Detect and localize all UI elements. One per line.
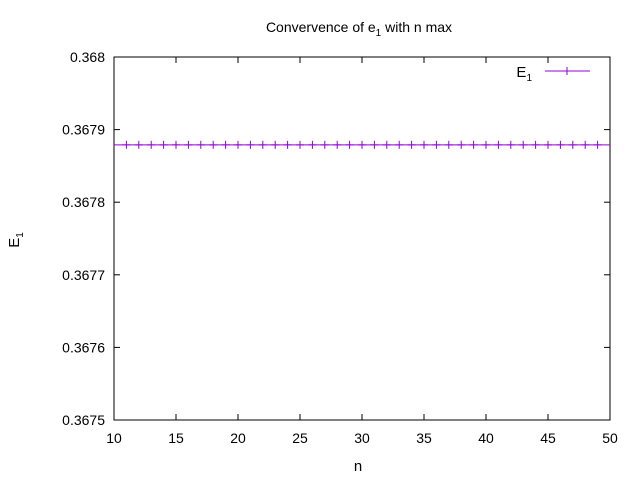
data-point bbox=[432, 140, 441, 149]
data-point bbox=[184, 140, 193, 149]
series-layer bbox=[114, 140, 610, 149]
data-point bbox=[296, 140, 304, 149]
data-point bbox=[246, 140, 255, 149]
data-point bbox=[382, 140, 391, 149]
y-tick-label: 0.3678 bbox=[62, 194, 105, 210]
y-axis-label: E1 bbox=[6, 232, 26, 248]
data-point bbox=[209, 140, 218, 149]
data-point bbox=[420, 140, 428, 149]
data-point bbox=[221, 140, 230, 149]
data-point bbox=[519, 140, 528, 149]
data-point bbox=[469, 140, 478, 149]
x-tick-label: 35 bbox=[416, 430, 432, 446]
data-point bbox=[358, 140, 366, 149]
y-tick-label: 0.368 bbox=[70, 49, 105, 65]
data-point bbox=[444, 140, 453, 149]
data-point bbox=[506, 140, 515, 149]
x-tick-label: 30 bbox=[354, 430, 370, 446]
data-point bbox=[593, 140, 602, 149]
data-point bbox=[345, 140, 354, 149]
y-tick-label: 0.3676 bbox=[62, 339, 105, 355]
data-point bbox=[258, 140, 267, 149]
y-tick-label: 0.3675 bbox=[62, 412, 105, 428]
y-axis-ticks: 0.3675 0.3676 0.3677 0.3678 0.3679 0.368 bbox=[62, 49, 610, 428]
x-tick-label: 40 bbox=[478, 430, 494, 446]
x-tick-label: 20 bbox=[230, 430, 246, 446]
data-point bbox=[271, 140, 280, 149]
plot-frame bbox=[113, 56, 611, 421]
legend-label: E1 bbox=[516, 64, 532, 84]
data-point bbox=[134, 140, 143, 149]
data-point bbox=[395, 140, 404, 149]
data-point bbox=[172, 140, 180, 149]
data-point bbox=[159, 140, 168, 149]
data-point bbox=[370, 140, 379, 149]
x-tick-label: 45 bbox=[540, 430, 556, 446]
data-point bbox=[320, 140, 329, 149]
chart-title: Convervence of e1 with n max bbox=[266, 19, 452, 39]
y-tick-label: 0.3677 bbox=[62, 267, 105, 283]
x-tick-label: 50 bbox=[602, 430, 618, 446]
data-point bbox=[556, 140, 565, 149]
x-tick-label: 10 bbox=[106, 430, 122, 446]
x-axis-ticks: 10 15 20 25 30 35 40 45 50 bbox=[106, 57, 618, 446]
y-tick-label: 0.3679 bbox=[62, 122, 105, 138]
data-point bbox=[333, 140, 342, 149]
data-point bbox=[544, 140, 552, 149]
data-point bbox=[147, 140, 156, 149]
data-point bbox=[568, 140, 577, 149]
data-point bbox=[482, 140, 490, 149]
data-point bbox=[308, 140, 317, 149]
x-axis-label: n bbox=[354, 458, 362, 475]
data-point bbox=[196, 140, 205, 149]
data-point bbox=[283, 140, 292, 149]
data-point bbox=[407, 140, 416, 149]
data-point bbox=[494, 140, 503, 149]
data-point bbox=[234, 140, 242, 149]
x-tick-label: 25 bbox=[292, 430, 308, 446]
data-point bbox=[531, 140, 540, 149]
data-point bbox=[457, 140, 466, 149]
legend: E1 bbox=[516, 64, 590, 84]
x-tick-label: 15 bbox=[168, 430, 184, 446]
data-point bbox=[581, 140, 590, 149]
data-point bbox=[122, 140, 131, 149]
